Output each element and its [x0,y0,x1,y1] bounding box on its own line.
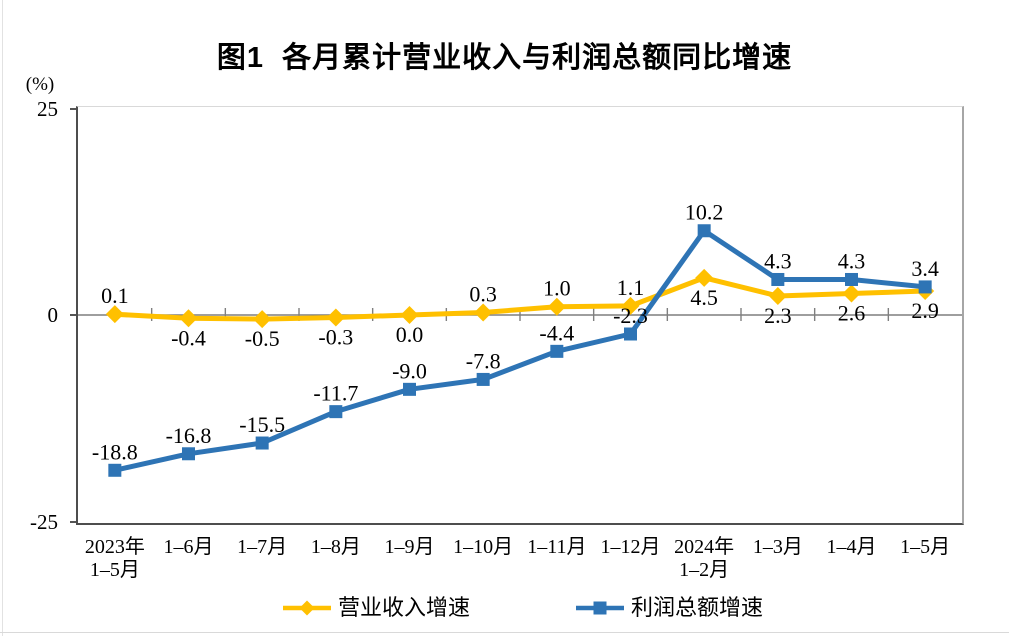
data-point-marker [182,447,195,461]
data-point-marker [474,303,493,322]
data-point-marker [918,280,932,294]
series-line-0 [112,275,928,322]
x-axis-labels: 2023年 1–5月 1–6月 1–7月 1–8月 1–9月 1–10月 1–11月 1–12… [0,536,1009,588]
line-chart-canvas: 0.1 -0.4 -0.5 -0.3 0.0 0.3 1.0 1.1 4.5 2.3 2.6 2.9 -… [78,200,962,477]
x-axis-label: 2023年 1–5月 [84,536,145,581]
chart-title: 图1 各月累计营业收入与利润总额同比增速 [216,42,793,74]
value-label: 1.1 [617,275,645,300]
x-axis-label: 1–3月 [752,536,803,558]
value-label: 1.0 [543,276,571,301]
value-label: 0.0 [396,322,424,347]
value-label: 10.2 [685,200,724,225]
legend-marker-revenue-icon [283,600,331,616]
data-point-marker [842,284,861,303]
x-axis-label: 1–9月 [384,536,435,558]
window-left-edge [2,0,3,636]
data-point-marker [768,287,787,306]
data-point-marker [476,372,490,386]
data-point-marker [845,272,858,286]
data-point-marker [547,297,566,316]
value-label: 4.3 [838,248,866,273]
x-axis-label: 1–4月 [826,536,877,558]
data-point-marker [255,436,269,450]
value-label: -0.5 [245,326,280,351]
value-label: 2.3 [764,303,792,328]
y-axis-tick-label: -25 [30,510,58,534]
legend-marker-profit-icon [576,601,624,615]
legend-item-profit: 利润总额增速 [575,594,763,622]
data-point-marker [695,268,714,287]
y-axis-tick-mark [70,108,78,110]
y-axis-tick-mark [70,521,78,523]
value-label: -15.5 [239,412,285,437]
window-bottom-edge [0,632,1009,633]
data-point-marker [550,344,564,358]
value-label: -11.7 [313,381,358,406]
data-point-marker [624,327,637,341]
value-label: 3.4 [911,256,939,281]
legend-item-revenue: 营业收入增速 [282,594,470,622]
value-label: -0.4 [171,325,206,350]
value-label: 2.6 [838,301,866,326]
data-point-marker [253,310,272,329]
data-point-marker [400,306,419,324]
data-point-marker [179,309,198,328]
x-axis-label: 1–7月 [237,536,288,558]
series-line-1 [112,228,928,473]
value-label: -18.8 [92,439,138,464]
value-label: -0.3 [318,324,353,349]
y-axis-tick-label: 0 [47,303,59,327]
legend-label-profit: 利润总额增速 [631,595,764,620]
data-point-marker [108,463,122,477]
value-label: -2.3 [613,303,648,328]
data-point-marker [326,308,345,327]
value-label: 4.5 [690,285,718,310]
data-point-marker [105,305,124,324]
x-axis-label: 1–11月 [527,536,587,558]
data-point-marker [403,382,416,396]
x-axis-label: 2024年 1–2月 [674,536,735,581]
x-axis-label: 1–10月 [453,536,514,558]
value-label: 4.3 [764,248,792,273]
legend: 营业收入增速 利润总额增速 [0,594,1009,622]
y-axis-tick-mark [70,314,78,316]
x-axis-label: 1–6月 [163,536,214,558]
x-axis-label: 1–5月 [900,536,951,558]
value-label: 0.1 [101,283,129,308]
data-point-marker [771,272,785,286]
plot-area: 0.1 -0.4 -0.5 -0.3 0.0 0.3 1.0 1.1 4.5 2.3 2.6 2.9 -… [76,106,964,525]
value-label: -16.8 [166,423,212,448]
value-label: 2.9 [911,298,939,323]
x-axis-label: 1–12月 [600,536,661,558]
data-point-marker [697,224,711,238]
value-label: -7.8 [466,348,501,373]
value-label: 0.3 [469,282,497,307]
value-label: -4.4 [539,320,574,345]
y-axis-unit-label: (%) [25,74,55,95]
data-point-marker [329,405,343,419]
value-label: -9.0 [392,358,427,383]
legend-label-revenue: 营业收入增速 [338,595,471,620]
x-axis-label: 1–8月 [310,536,361,558]
y-axis-tick-label: 25 [37,97,58,121]
data-point-marker [621,296,640,315]
